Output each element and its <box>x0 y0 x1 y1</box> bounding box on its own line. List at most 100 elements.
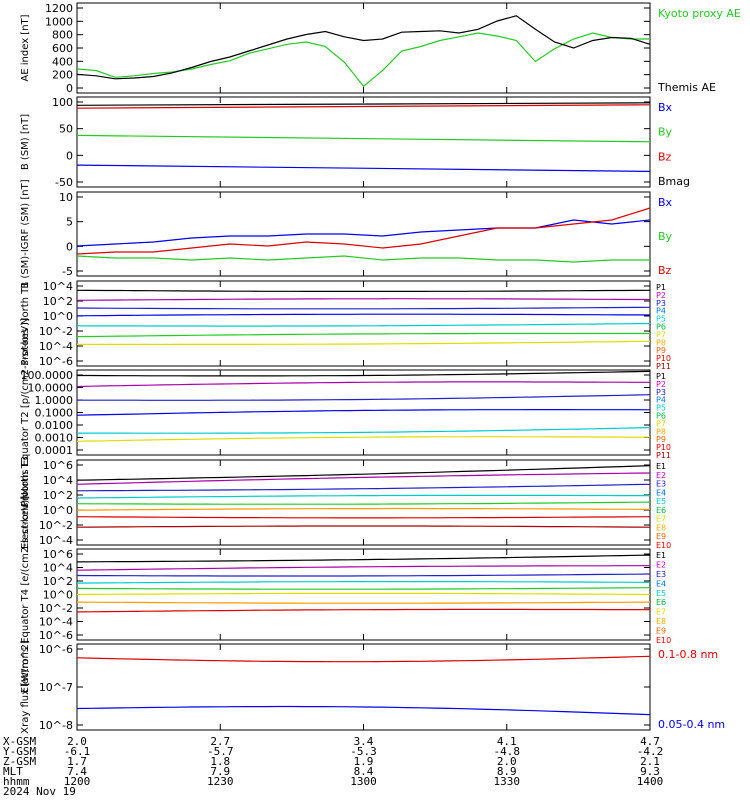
legend-entry: P5 <box>656 404 666 413</box>
ephemeris-value: 1330 <box>494 775 521 788</box>
legend-entry: P1 <box>656 372 666 381</box>
y-tick-label: 10^4 <box>43 280 73 293</box>
ephemeris-value: 7.9 <box>210 765 230 778</box>
series-line-Kyoto-proxy-AE <box>76 32 650 88</box>
ephemeris-value: 1300 <box>350 775 377 788</box>
y-tick-label: 0 <box>66 82 73 95</box>
series-line-P1 <box>77 370 651 377</box>
ephemeris-value: -6.1 <box>64 745 91 758</box>
legend-entry: E5 <box>656 497 666 506</box>
legend-entry: E1 <box>656 462 666 471</box>
y-tick-label: 0.1000 <box>35 407 74 420</box>
series-line-0.05-0.4-nm <box>76 705 651 716</box>
y-tick-label: 50 <box>59 123 73 136</box>
legend-entry: E10 <box>656 636 671 645</box>
series-line-P5 <box>76 322 651 327</box>
y-axis-label: Xray flux [W/m^2] <box>20 640 31 734</box>
legend-entry: E9 <box>656 532 666 541</box>
legend-entry: E10 <box>656 541 671 550</box>
legend-entry: By <box>658 126 673 139</box>
legend-entry: Bz <box>658 264 672 277</box>
y-tick-label: 10^2 <box>43 295 73 308</box>
legend-entry: P8 <box>656 427 666 436</box>
series-line-Bz <box>76 207 651 255</box>
y-tick-label: 10^-4 <box>39 340 73 353</box>
ephemeris-value: 1400 <box>637 775 664 788</box>
y-tick-label: 600 <box>52 42 73 55</box>
panel-frame-4 <box>76 280 651 367</box>
y-tick-label: 100.0000 <box>21 369 74 382</box>
legend-entry: E8 <box>656 617 666 626</box>
legend-entry: E9 <box>656 627 666 636</box>
legend-entry: P11 <box>656 362 671 371</box>
y-axis-label: Electrons Equator T4 [e/(cm2-s-sr-keV)] <box>20 496 31 693</box>
legend-entry: P9 <box>656 435 666 444</box>
series-line-P7 <box>77 340 651 345</box>
y-tick-label: 10^-6 <box>39 643 73 656</box>
legend-entry: E7 <box>656 608 666 617</box>
y-tick-label: 10^4 <box>43 562 73 575</box>
ephemeris-label: hhmm <box>3 775 30 788</box>
series-line-E1 <box>76 554 651 563</box>
legend-entry: E5 <box>656 589 666 598</box>
series-line-P2 <box>76 381 650 388</box>
y-tick-label: 200 <box>52 69 73 82</box>
y-tick-label: 10^6 <box>43 548 73 561</box>
series-line-E1 <box>76 465 651 481</box>
y-tick-label: 0 <box>66 240 73 253</box>
ephemeris-value: 2.0 <box>67 735 87 748</box>
y-tick-label: 10^0 <box>43 504 73 517</box>
y-tick-label: 10^2 <box>43 489 73 502</box>
legend-entry: Themis AE <box>657 81 716 94</box>
y-tick-label: 0 <box>66 149 73 162</box>
legend-entry: P6 <box>656 323 666 332</box>
series-line-E8 <box>76 608 651 613</box>
legend-entry: E4 <box>656 579 666 588</box>
legend-entry: Kyoto proxy AE <box>658 7 741 20</box>
legend-entry: P2 <box>656 291 666 300</box>
ephemeris-value: 3.4 <box>354 735 374 748</box>
legend-entry: P10 <box>656 443 671 452</box>
legend-entry: P2 <box>656 380 666 389</box>
panel-frame-8 <box>76 643 651 731</box>
legend-entry: P4 <box>656 396 666 405</box>
legend-entry: P7 <box>656 330 666 339</box>
series-line-E6 <box>76 592 651 596</box>
y-axis-label: Protons Equator T2 [p/(cm2-s-sr-keV)] <box>20 318 31 507</box>
series-line-P4 <box>76 409 651 416</box>
ephemeris-value: 1.9 <box>354 755 374 768</box>
legend-entry: 0.1-0.8 nm <box>658 648 718 661</box>
y-tick-label: 100 <box>52 96 73 109</box>
ephemeris-value: -5.7 <box>207 745 234 758</box>
y-tick-label: 10^4 <box>43 474 73 487</box>
ephemeris-label: Y-GSM <box>3 745 36 758</box>
panel-frame-1 <box>76 2 651 94</box>
y-tick-label: 0.0010 <box>35 432 74 445</box>
ephemeris-value: 2.7 <box>210 735 230 748</box>
legend-entry: E2 <box>656 560 666 569</box>
ephemeris-value: 4.1 <box>497 735 517 748</box>
legend-entry: E4 <box>656 488 666 497</box>
series-line-0.1-0.8-nm <box>76 655 651 663</box>
series-line-Bx <box>76 164 651 172</box>
series-line-E7 <box>76 601 651 604</box>
legend-entry: E3 <box>656 480 666 489</box>
series-line-P6 <box>76 436 651 442</box>
legend-entry: E3 <box>656 570 666 579</box>
y-tick-label: 800 <box>52 29 73 42</box>
legend-entry: P5 <box>656 315 666 324</box>
y-tick-label: 10^-4 <box>39 616 73 629</box>
legend-entry: Bx <box>658 101 673 114</box>
y-tick-label: -5 <box>62 265 73 278</box>
y-tick-label: 1.0000 <box>35 394 74 407</box>
ephemeris-value: 8.9 <box>497 765 517 778</box>
ephemeris-value: 4.7 <box>640 735 660 748</box>
y-tick-label: 10^-6 <box>39 355 73 368</box>
series-line-P3 <box>76 306 651 310</box>
y-axis-label: Protons North T1 <box>20 281 31 365</box>
series-line-E6 <box>76 507 651 511</box>
ephemeris-value: 9.3 <box>640 765 660 778</box>
y-tick-label: 0.0001 <box>35 444 74 457</box>
legend-entry: P8 <box>656 338 666 347</box>
series-line-P1 <box>76 289 651 292</box>
